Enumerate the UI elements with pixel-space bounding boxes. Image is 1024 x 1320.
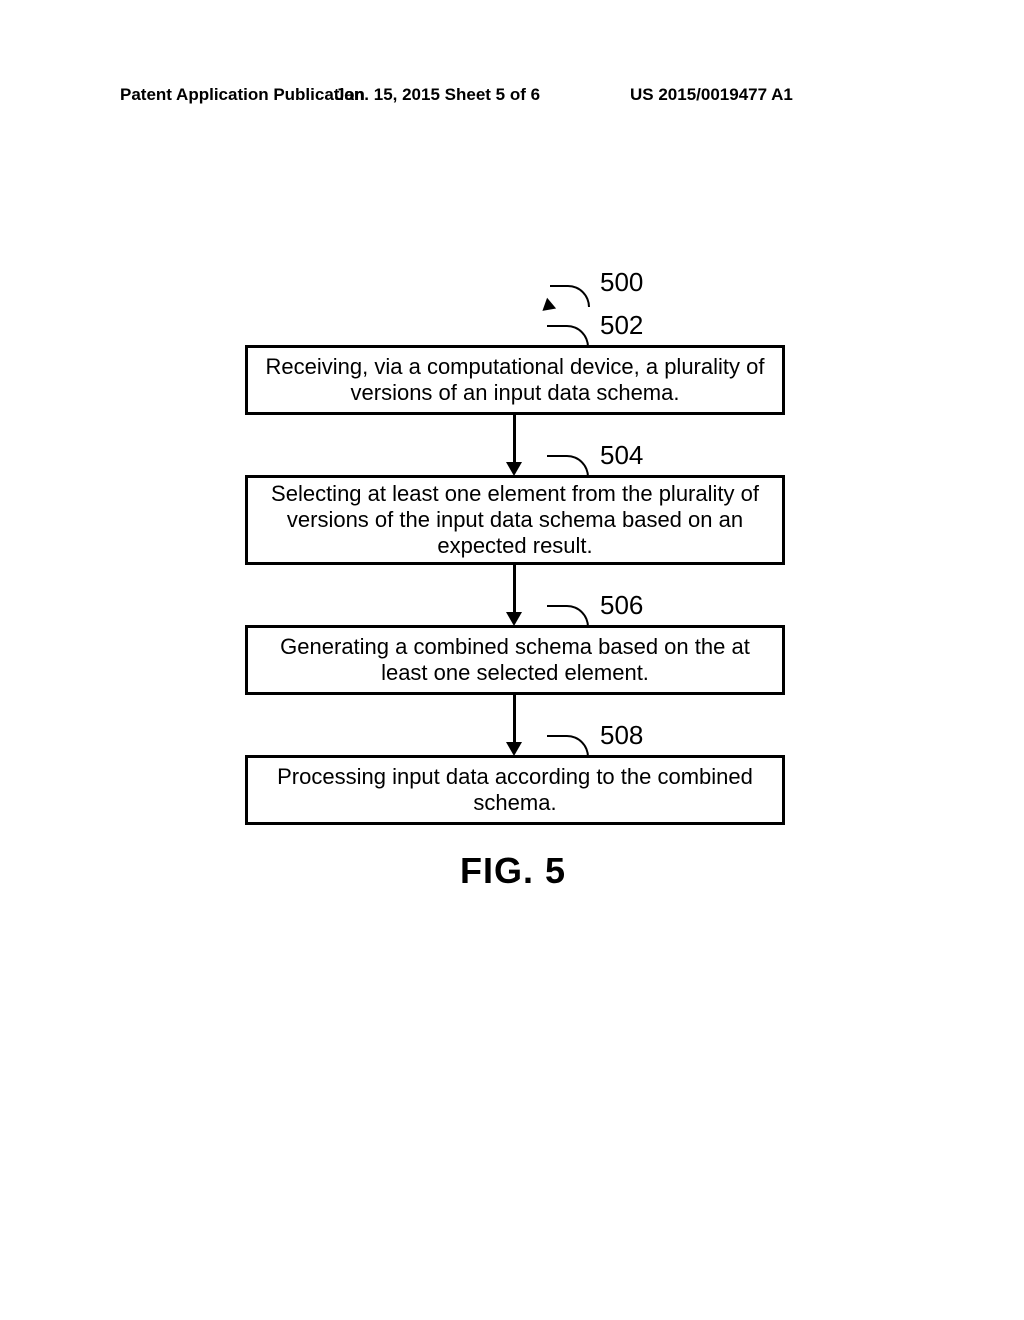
header-left: Patent Application Publication — [120, 85, 365, 105]
arrow-2-head — [506, 612, 522, 626]
arrow-1-head — [506, 462, 522, 476]
box-502: Receiving, via a computational device, a… — [245, 345, 785, 415]
leader-502 — [547, 325, 589, 347]
box-508-text: Processing input data according to the c… — [258, 764, 772, 816]
figure-label: FIG. 5 — [460, 850, 566, 892]
arrow-3-head — [506, 742, 522, 756]
arrow-2 — [513, 565, 516, 615]
ref-506: 506 — [600, 590, 643, 621]
box-504-text: Selecting at least one element from the … — [258, 481, 772, 559]
ref-502: 502 — [600, 310, 643, 341]
header-right: US 2015/0019477 A1 — [630, 85, 793, 105]
box-502-text: Receiving, via a computational device, a… — [258, 354, 772, 406]
box-506-text: Generating a combined schema based on th… — [258, 634, 772, 686]
header-center: Jan. 15, 2015 Sheet 5 of 6 — [335, 85, 540, 105]
leader-504 — [547, 455, 589, 477]
ref-508: 508 — [600, 720, 643, 751]
box-506: Generating a combined schema based on th… — [245, 625, 785, 695]
ref-500: 500 — [600, 267, 643, 298]
arrow-3 — [513, 695, 516, 745]
arrow-1 — [513, 415, 516, 465]
leader-506 — [547, 605, 589, 627]
leader-500 — [550, 285, 590, 307]
box-504: Selecting at least one element from the … — [245, 475, 785, 565]
box-508: Processing input data according to the c… — [245, 755, 785, 825]
ref-504: 504 — [600, 440, 643, 471]
leader-508 — [547, 735, 589, 757]
